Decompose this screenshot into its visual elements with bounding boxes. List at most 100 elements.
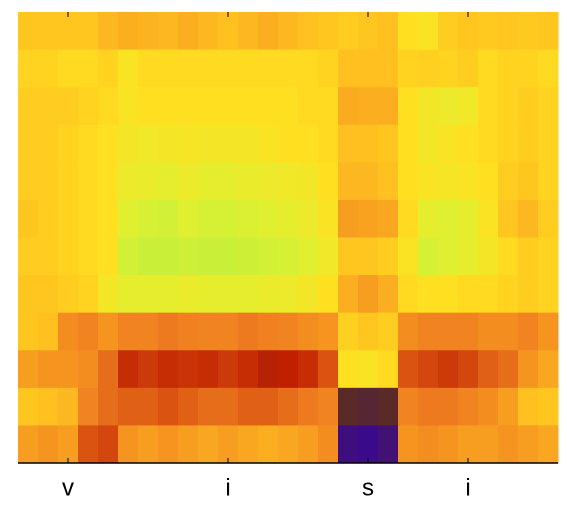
heat-cell — [78, 425, 99, 464]
heat-cell — [398, 12, 419, 51]
heat-cell — [418, 199, 439, 238]
heat-cell — [258, 124, 279, 163]
heat-cell — [178, 12, 199, 51]
heat-cell — [258, 425, 279, 464]
heat-cell — [178, 350, 199, 389]
heat-cell — [358, 87, 379, 126]
heat-cell — [438, 12, 459, 51]
heat-cell — [418, 425, 439, 464]
heat-cell — [278, 124, 299, 163]
heat-cell — [118, 387, 139, 426]
heat-cell — [398, 312, 419, 351]
heat-cell — [258, 199, 279, 238]
heat-cell — [358, 425, 379, 464]
heat-cell — [378, 387, 399, 426]
heat-cell — [338, 237, 359, 276]
heat-cell — [418, 87, 439, 126]
heat-cell — [258, 87, 279, 126]
heat-cell — [158, 87, 179, 126]
heat-cell — [318, 312, 339, 351]
heat-cell — [478, 312, 499, 351]
heat-cell — [438, 350, 459, 389]
heat-cell — [78, 350, 99, 389]
heat-cell — [98, 162, 119, 201]
heat-cell — [38, 12, 59, 51]
heat-cell — [398, 237, 419, 276]
heat-cell — [198, 162, 219, 201]
heat-cell — [398, 49, 419, 88]
heat-cell — [258, 312, 279, 351]
heat-cell — [378, 350, 399, 389]
heat-cell — [118, 199, 139, 238]
heat-cell — [18, 87, 39, 126]
heat-cell — [218, 199, 239, 238]
heat-cell — [278, 199, 299, 238]
heat-cell — [518, 162, 539, 201]
heat-cell — [58, 312, 79, 351]
heat-cell — [418, 275, 439, 314]
heat-cell — [158, 350, 179, 389]
x-tick-label: s — [362, 474, 374, 501]
heat-cell — [18, 275, 39, 314]
heat-cell — [198, 312, 219, 351]
heat-cell — [318, 350, 339, 389]
heat-cell — [178, 237, 199, 276]
heat-cell — [78, 87, 99, 126]
heat-cell — [138, 275, 159, 314]
heat-cell — [458, 49, 479, 88]
heat-cell — [278, 162, 299, 201]
heat-cell — [238, 87, 259, 126]
heat-cell — [538, 87, 559, 126]
heat-cell — [538, 49, 559, 88]
heat-cell — [238, 275, 259, 314]
heat-cell — [358, 237, 379, 276]
x-tick-label: i — [465, 474, 470, 501]
heat-cell — [278, 49, 299, 88]
heat-cell — [398, 199, 419, 238]
heat-cell — [18, 350, 39, 389]
heat-cell — [518, 425, 539, 464]
heat-cell — [458, 12, 479, 51]
heat-cell — [538, 312, 559, 351]
heat-cell — [278, 237, 299, 276]
heat-cell — [318, 87, 339, 126]
heat-cell — [378, 87, 399, 126]
heat-cell — [158, 275, 179, 314]
heat-cell — [98, 350, 119, 389]
heat-cell — [358, 12, 379, 51]
heat-cell — [278, 275, 299, 314]
heat-cell — [38, 312, 59, 351]
heat-cell — [498, 12, 519, 51]
heat-cell — [58, 350, 79, 389]
heat-cell — [318, 387, 339, 426]
heat-cell — [518, 350, 539, 389]
heat-cell — [138, 12, 159, 51]
heat-cell — [378, 275, 399, 314]
heat-cell — [138, 237, 159, 276]
heat-cell — [398, 387, 419, 426]
heat-cell — [518, 237, 539, 276]
heat-cell — [118, 124, 139, 163]
heat-cell — [218, 237, 239, 276]
heat-cell — [198, 124, 219, 163]
heat-cell — [378, 49, 399, 88]
heat-cell — [98, 275, 119, 314]
heat-cell — [118, 350, 139, 389]
heat-cell — [98, 49, 119, 88]
heat-cell — [278, 12, 299, 51]
heat-cell — [378, 124, 399, 163]
heat-cell — [238, 162, 259, 201]
heat-cell — [358, 49, 379, 88]
heat-cell — [338, 275, 359, 314]
heat-cell — [178, 199, 199, 238]
heat-cell — [498, 237, 519, 276]
heat-cell — [458, 275, 479, 314]
heat-cell — [318, 275, 339, 314]
heat-cell — [138, 49, 159, 88]
heat-cell — [478, 237, 499, 276]
heat-cell — [538, 237, 559, 276]
heat-cell — [38, 87, 59, 126]
heat-cell — [258, 12, 279, 51]
heat-cell — [178, 275, 199, 314]
heat-cell — [458, 124, 479, 163]
